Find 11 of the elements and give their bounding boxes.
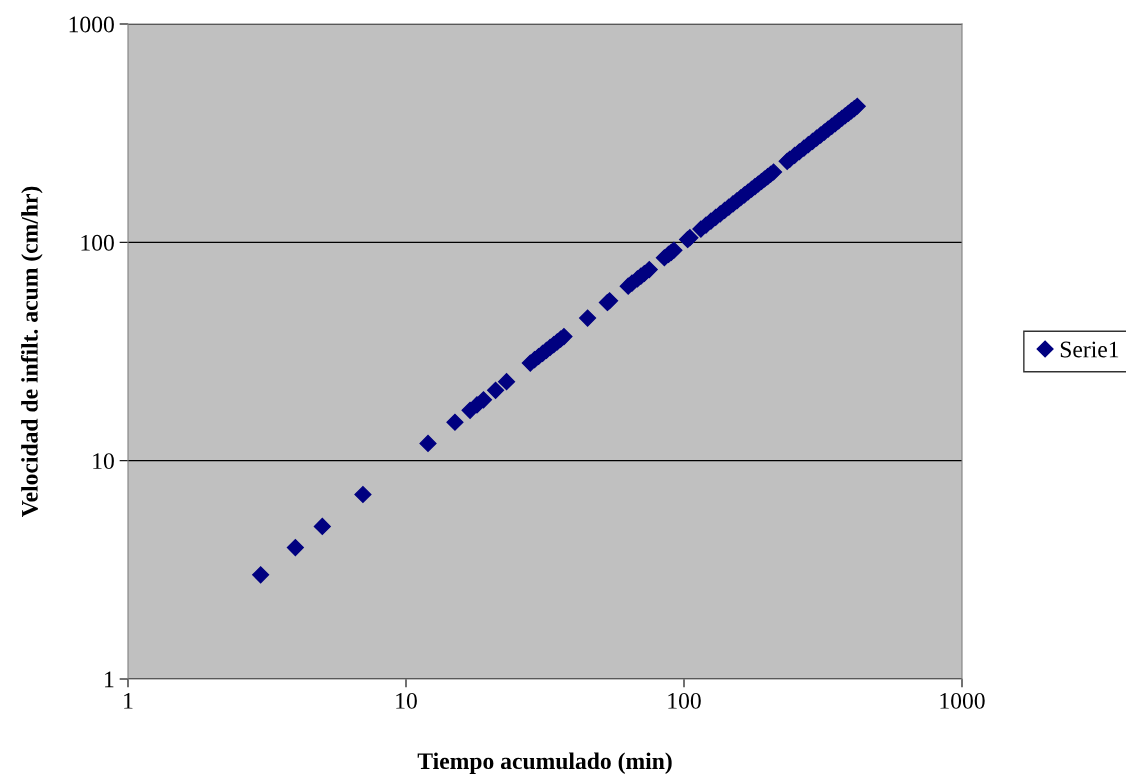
x-tick-label: 10 — [396, 692, 417, 709]
y-axis-title: Velocidad de infilt. acum (cm/hr) — [20, 186, 43, 518]
y-tick-label: 1000 — [69, 16, 114, 33]
y-tick-label: 10 — [93, 453, 114, 470]
x-tick-label: 100 — [668, 692, 701, 709]
x-tick-label: 1 — [124, 692, 133, 709]
x-axis-title: Tiempo acumulado (min) — [417, 752, 672, 774]
y-tick-label: 100 — [81, 234, 114, 251]
x-tick-label: 1000 — [940, 692, 985, 709]
legend-label: Serie1 — [1060, 341, 1119, 358]
y-tick-label: 1 — [105, 671, 114, 688]
